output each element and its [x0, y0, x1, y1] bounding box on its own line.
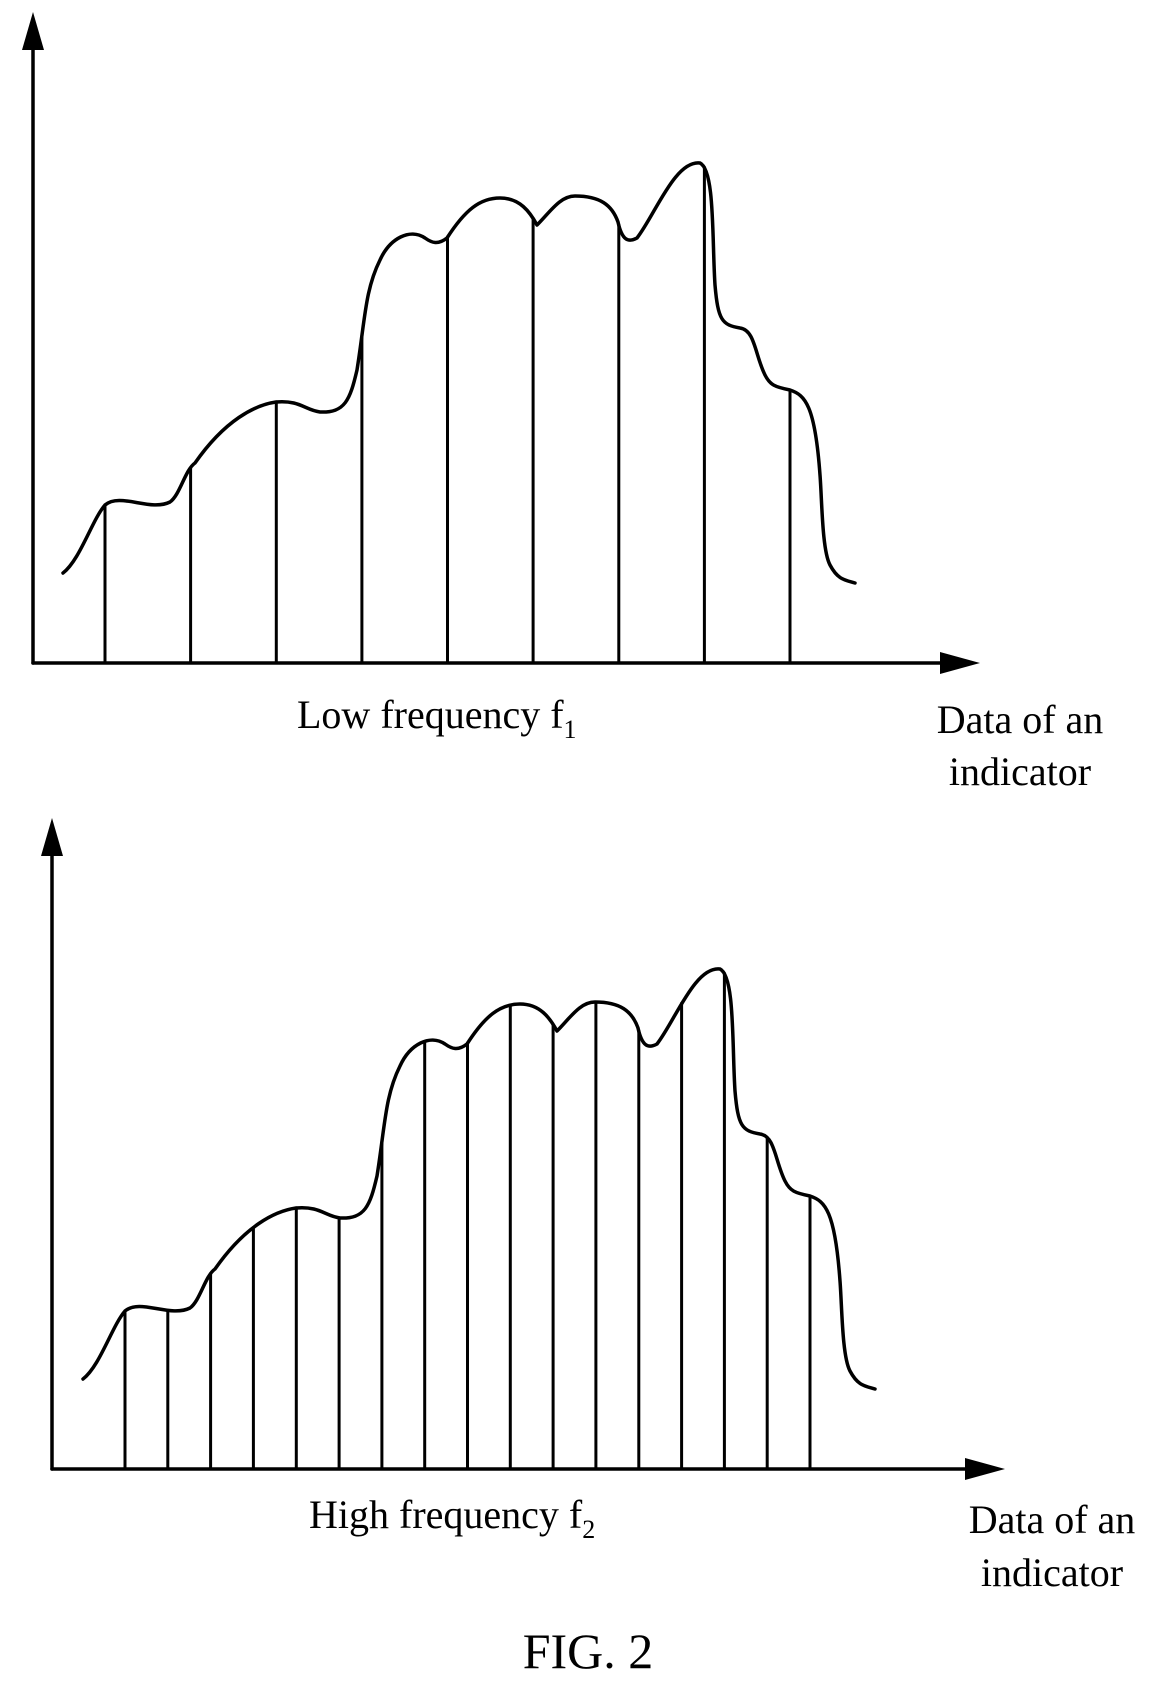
x-axis-arrow [940, 652, 980, 674]
y-axis-arrow [41, 818, 63, 856]
caption-main-text: High frequency f [309, 1492, 583, 1537]
panel-high-frequency: High frequency f2 Data of an indicator [41, 818, 1135, 1595]
signal-curve [61, 161, 857, 585]
caption-main-text: Low frequency f [297, 692, 564, 737]
sample-lines-low [103, 165, 792, 665]
caption-subscript: 1 [564, 715, 577, 744]
x-axis-label-line2: indicator [981, 1550, 1123, 1595]
x-axis-arrow [965, 1458, 1005, 1480]
panel-low-frequency: Low frequency f1 Data of an indicator [22, 12, 1103, 794]
panel-caption: High frequency f2 [309, 1492, 595, 1544]
x-axis-label-line1: Data of an [937, 697, 1104, 742]
x-axis-label-line2: indicator [949, 749, 1091, 794]
signal-curve [81, 967, 877, 1391]
caption-subscript: 2 [582, 1515, 595, 1544]
y-axis-arrow [22, 12, 44, 50]
x-axis-label-line1: Data of an [969, 1497, 1136, 1542]
figure-label: FIG. 2 [523, 1623, 654, 1679]
panel-caption: Low frequency f1 [297, 692, 577, 744]
sample-lines-high [123, 971, 812, 1471]
